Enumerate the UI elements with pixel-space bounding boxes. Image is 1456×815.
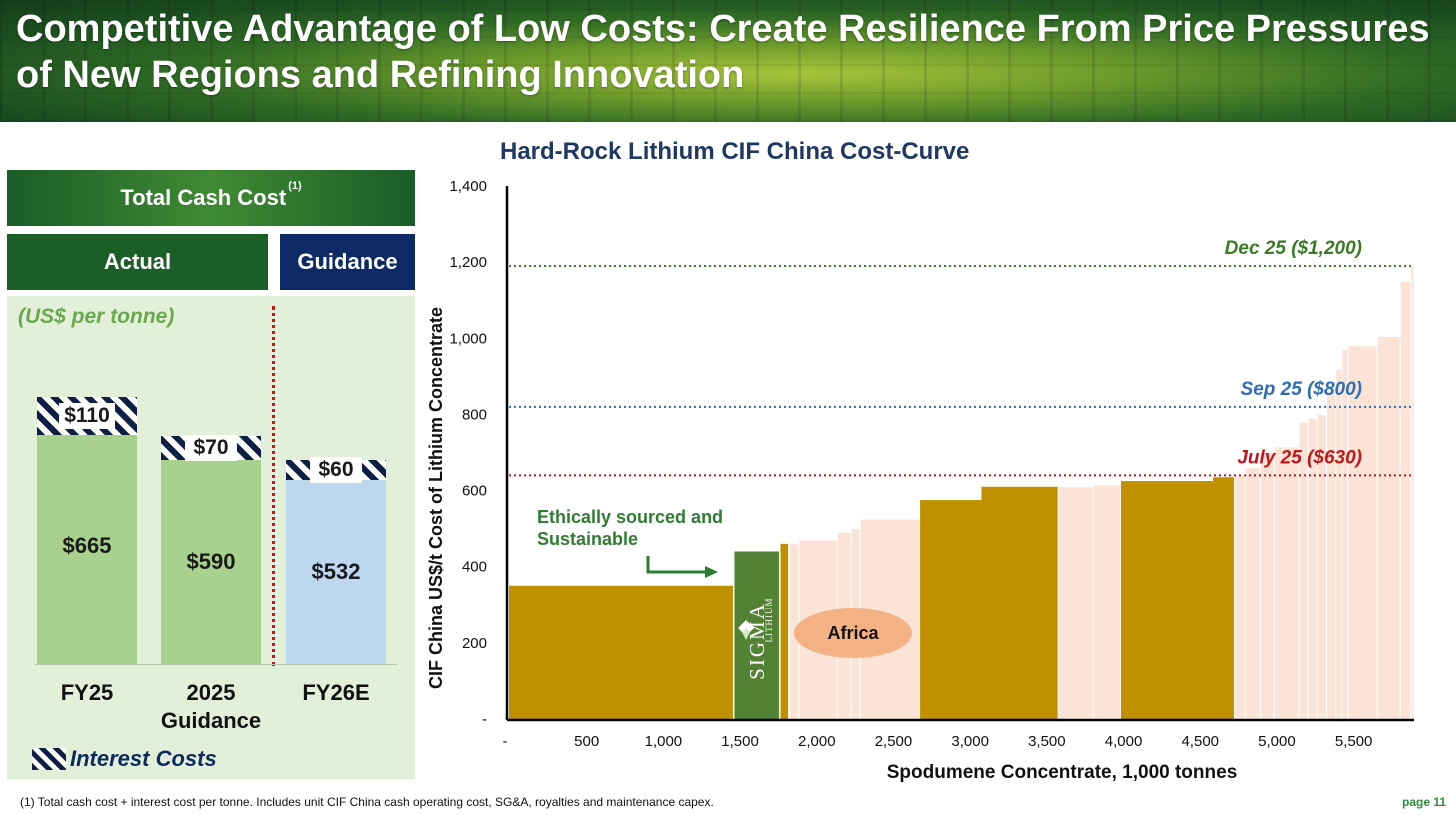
ethical-annotation-line1: Ethically sourced and (537, 507, 723, 527)
legend: Interest Costs (32, 746, 217, 772)
cash-cost-value-label: $532 (311, 559, 361, 585)
cost-bar-other-21 (1326, 391, 1337, 720)
cash-cost-bar-fy26e: $532 (286, 480, 386, 664)
x-tick-label: 5,500 (1335, 733, 1373, 750)
x-tick-label: 500 (574, 733, 599, 750)
y-tick-label: 1,000 (449, 330, 487, 347)
price-line-label-1: Sep 25 ($800) (1241, 379, 1362, 400)
footnote-marker: (1) (288, 180, 302, 192)
header-banner: Competitive Advantage of Low Costs: Crea… (0, 0, 1456, 122)
category-label-fy25: FY25 (60, 680, 114, 705)
cost-bar-other-25 (1376, 335, 1401, 720)
africa-bubble (794, 608, 912, 658)
cash-cost-value-label: $590 (186, 549, 236, 575)
cost-bar-highlight-0 (509, 585, 733, 719)
guidance-label: Guidance (280, 234, 415, 290)
cash-cost-baseline (35, 664, 397, 665)
y-tick-label: 1,400 (449, 178, 487, 195)
actual-guidance-divider (272, 306, 275, 666)
cost-bar-other-14 (1234, 474, 1246, 720)
cost-bar-other-23 (1341, 349, 1349, 720)
units-label: (US$ per tonne) (18, 305, 175, 328)
x-tick-label: 4,500 (1181, 733, 1219, 750)
ethical-arrow-line (646, 556, 706, 574)
sigma-logo-text: SIGMA (745, 602, 769, 680)
cash-cost-value-label: $665 (62, 532, 112, 558)
category-label-2025-guidance: 2025 Guidance (160, 680, 262, 733)
x-tick-label: 1,000 (645, 733, 683, 750)
interest-cost-value-label: $110 (59, 402, 115, 429)
cost-bar-highlight-8 (920, 500, 982, 719)
y-tick-label: 200 (462, 635, 487, 652)
cost-curve-title: Hard-Rock Lithium CIF China Cost-Curve (500, 138, 970, 165)
cost-bar-other-26 (1399, 280, 1412, 720)
total-cash-cost-header: Total Cash Cost (1) (7, 170, 415, 226)
y-tick-label: 400 (462, 559, 487, 576)
cost-bar-highlight-9 (981, 486, 1059, 719)
cost-bar-highlight-13 (1213, 477, 1235, 719)
cost-bar-highlight-2 (780, 543, 789, 719)
category-label-fy26e: FY26E (302, 680, 370, 705)
interest-cost-value-label: $60 (310, 457, 362, 484)
y-tick-label: - (482, 711, 487, 728)
cost-bar-other-11 (1092, 484, 1122, 720)
x-tick-label: - (503, 733, 508, 750)
y-tick-label: 600 (462, 483, 487, 500)
x-tick-label: 3,500 (1028, 733, 1066, 750)
x-tick-label: 3,000 (951, 733, 989, 750)
cost-bar-other-17 (1273, 446, 1300, 720)
x-tick-label: 2,500 (875, 733, 913, 750)
price-line-label-0: Dec 25 ($1,200) (1225, 238, 1362, 259)
cost-bar-other-16 (1260, 452, 1275, 720)
cash-cost-bar-2025-guidance: $590 (161, 460, 261, 664)
legend-interest-costs: Interest Costs (70, 746, 217, 771)
x-tick-label: 1,500 (721, 733, 759, 750)
cost-bar-other-27 (1410, 265, 1415, 720)
sigma-logo-subtext: LITHIUM (764, 598, 774, 643)
interest-cost-value-label: $70 (185, 435, 237, 462)
interest-hatch-swatch (32, 748, 66, 770)
x-tick-label: 2,000 (798, 733, 836, 750)
cost-bar-highlight-12 (1121, 481, 1214, 719)
x-tick-label: 4,000 (1105, 733, 1143, 750)
y-tick-label: 800 (462, 406, 487, 423)
y-axis-title: CIF China US$/t Cost of Lithium Concentr… (426, 307, 446, 689)
africa-label: Africa (827, 623, 879, 643)
cost-bar-other-10 (1057, 486, 1094, 720)
ethical-annotation-line2: Sustainable (537, 529, 638, 549)
x-axis-title: Spodumene Concentrate, 1,000 tonnes (887, 762, 1238, 783)
y-tick-label: 1,200 (449, 254, 487, 271)
cost-bar-other-22 (1335, 368, 1343, 720)
footnote: (1) Total cash cost + interest cost per … (20, 795, 714, 809)
cost-bar-other-15 (1244, 467, 1262, 720)
page-title: Competitive Advantage of Low Costs: Crea… (16, 8, 1430, 96)
ethical-arrow-head (705, 566, 718, 578)
price-line-label-2: July 25 ($630) (1237, 447, 1362, 468)
cash-cost-bar-fy25: $665 (37, 434, 137, 664)
actual-label: Actual (7, 234, 268, 290)
cost-bar-sigma-1 (734, 551, 779, 719)
total-cash-cost-title: Total Cash Cost (120, 185, 287, 210)
x-tick-label: 5,000 (1258, 733, 1296, 750)
cost-bar-other-24 (1347, 345, 1378, 720)
sigma-logo-icon-facet (742, 628, 750, 640)
page-number: page 11 (1402, 795, 1447, 809)
